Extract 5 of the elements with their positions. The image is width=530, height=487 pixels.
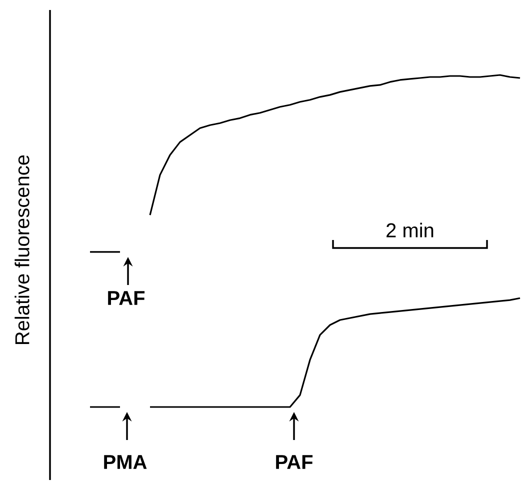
y-axis-title: Relative fluorescence xyxy=(14,155,30,344)
text: PMA xyxy=(104,455,147,469)
annotation: 2 min xyxy=(386,222,434,238)
annotation: PAF xyxy=(108,291,145,305)
text: PAF xyxy=(276,455,313,469)
